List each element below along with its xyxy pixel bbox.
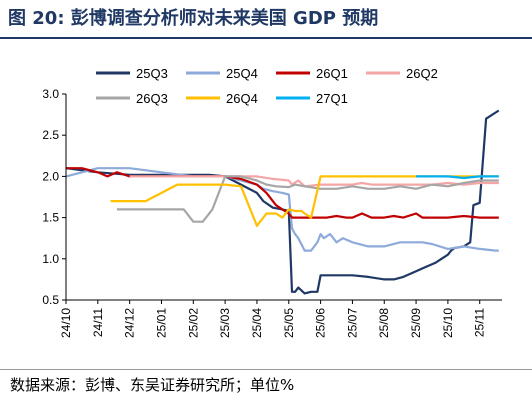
y-tick-label: 2.5 bbox=[42, 128, 59, 142]
legend: 25Q3 25Q4 26Q1 26Q2 26Q3 26Q4 27Q1 bbox=[96, 66, 438, 106]
x-tick-label: 25/11 bbox=[473, 308, 487, 337]
x-tick-label: 25/08 bbox=[377, 308, 391, 338]
series-line-26q4 bbox=[110, 175, 499, 227]
series-line-27q1 bbox=[416, 175, 499, 180]
y-tick-label: 3.0 bbox=[42, 87, 59, 101]
x-tick-label: 25/01 bbox=[154, 308, 168, 338]
title-divider bbox=[0, 37, 532, 39]
source-note: 数据来源：彭博、东吴证券研究所；单位% bbox=[10, 376, 295, 394]
x-tick-label: 24/12 bbox=[123, 308, 137, 338]
x-tick-label: 25/07 bbox=[345, 308, 359, 338]
y-tick-label: 2.0 bbox=[42, 169, 59, 183]
x-tick-label: 25/03 bbox=[218, 308, 232, 338]
x-tick-label: 24/10 bbox=[59, 308, 73, 338]
legend-label-25q3: 25Q3 bbox=[136, 66, 168, 81]
series-lines bbox=[65, 109, 500, 295]
x-tick-label: 25/09 bbox=[409, 308, 423, 338]
x-tick-label: 25/02 bbox=[186, 308, 200, 338]
legend-label-26q2: 26Q2 bbox=[406, 66, 438, 81]
x-tick-label: 24/11 bbox=[91, 308, 105, 337]
y-tick-label: 1.0 bbox=[42, 252, 59, 266]
series-line-26q3 bbox=[116, 175, 499, 223]
source-divider bbox=[0, 369, 532, 370]
x-tick-label: 25/06 bbox=[314, 308, 328, 338]
x-tick-label: 25/10 bbox=[441, 308, 455, 338]
legend-label-26q1: 26Q1 bbox=[316, 66, 348, 81]
x-tick-label: 25/04 bbox=[250, 308, 264, 338]
axes: 0.5 1.0 1.5 2.0 2.5 3.0 24/10 24/11 24/12 25/01 25… bbox=[42, 87, 502, 338]
legend-label-27q1: 27Q1 bbox=[316, 91, 348, 106]
legend-label-25q4: 25Q4 bbox=[226, 66, 258, 81]
figure-title: 图 20: 彭博调查分析师对未来美国 GDP 预期 bbox=[8, 8, 379, 29]
y-tick-label: 0.5 bbox=[42, 293, 59, 307]
y-tick-label: 1.5 bbox=[42, 211, 59, 225]
legend-label-26q4: 26Q4 bbox=[226, 91, 258, 106]
gdp-forecast-chart: 25Q3 25Q4 26Q1 26Q2 26Q3 26Q4 27Q1 0.5 1.0 1.5 2.… bbox=[42, 66, 502, 338]
x-tick-label: 25/05 bbox=[282, 308, 296, 338]
legend-label-26q3: 26Q3 bbox=[136, 91, 168, 106]
